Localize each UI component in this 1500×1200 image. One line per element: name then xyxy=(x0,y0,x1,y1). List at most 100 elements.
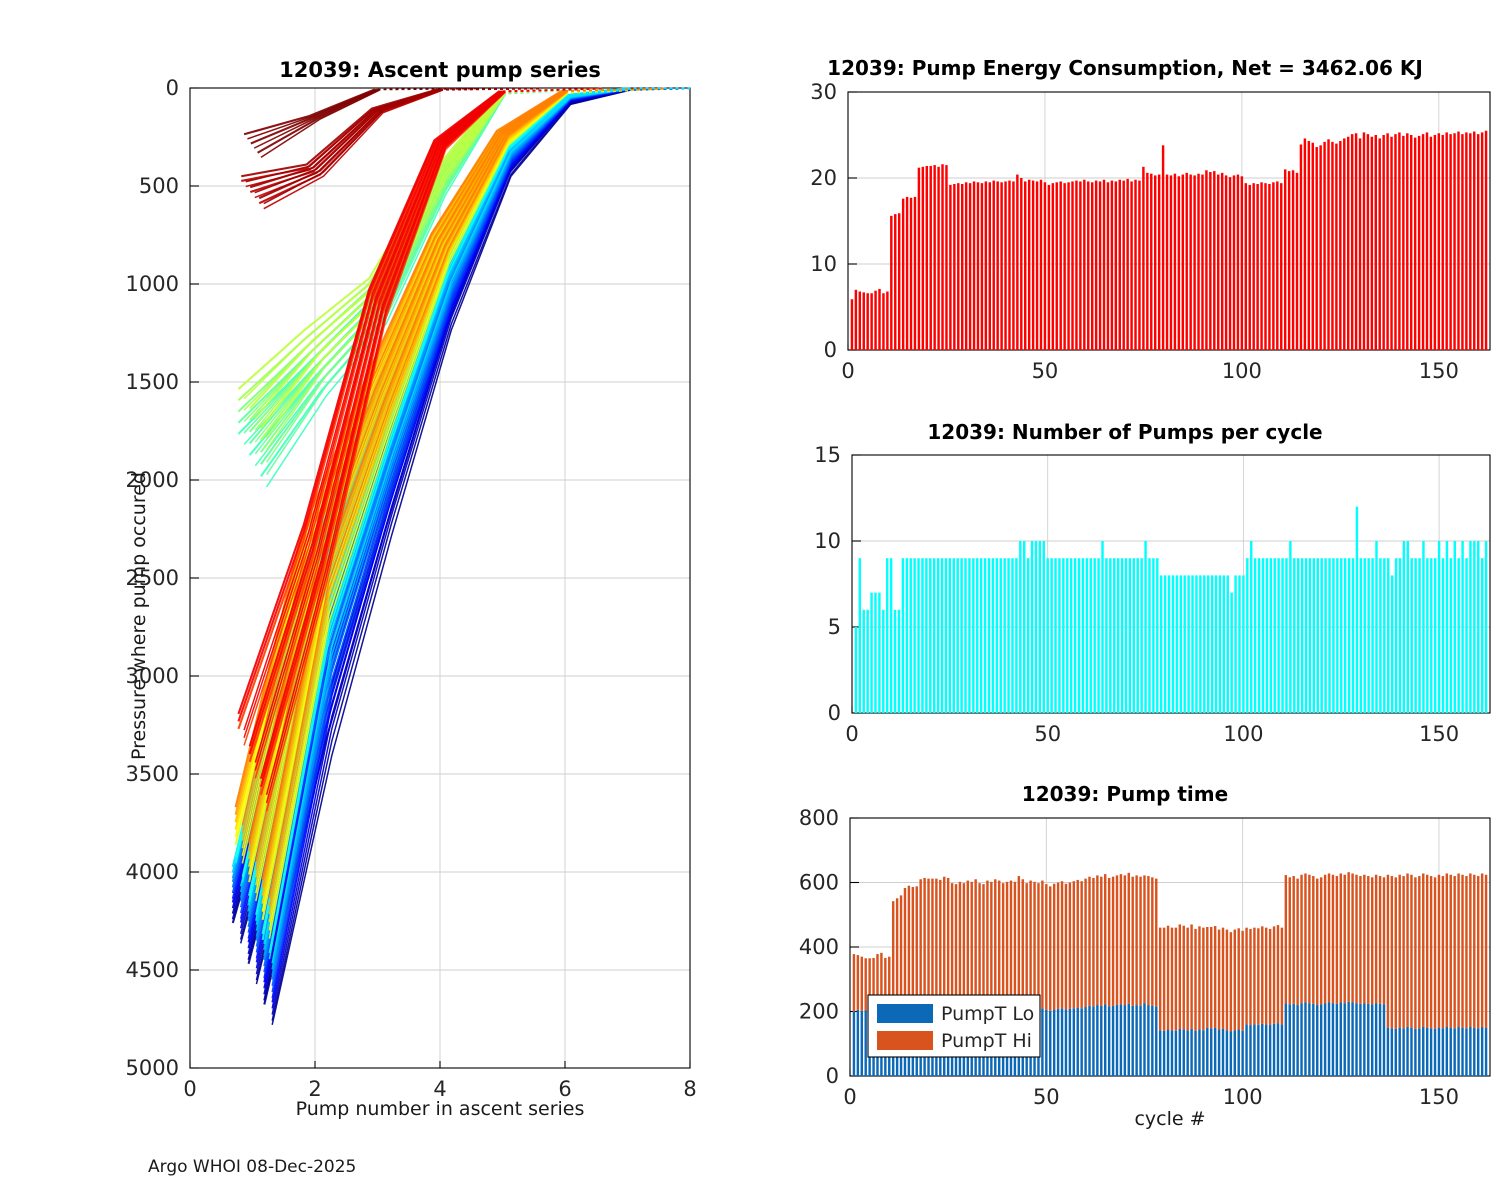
ascent-cycle-line xyxy=(254,90,504,763)
stacked-bar-segment xyxy=(1304,1002,1307,1076)
bar xyxy=(1153,175,1157,350)
stacked-bar-segment xyxy=(1045,1009,1048,1076)
ascent-cycle-line xyxy=(248,90,503,747)
bar xyxy=(976,182,980,350)
legend-swatch xyxy=(877,1004,933,1023)
stacked-bar-segment xyxy=(1166,1029,1170,1076)
pump-energy-consumption-bars xyxy=(850,130,1488,350)
ascent-cycle-line xyxy=(265,93,506,488)
stacked-bar-segment xyxy=(1437,874,1441,1028)
bar xyxy=(909,197,913,350)
stacked-bar-segment xyxy=(1300,874,1303,1004)
bar xyxy=(1047,184,1051,350)
bar xyxy=(1252,183,1255,350)
bar xyxy=(1134,179,1137,350)
stacked-bar-segment xyxy=(986,880,989,1009)
bar xyxy=(1293,558,1296,713)
x-tick-label: 0 xyxy=(843,1085,856,1109)
stacked-bar-segment xyxy=(856,955,860,1010)
bar xyxy=(1484,130,1488,350)
stacked-bar-segment xyxy=(1331,874,1335,1004)
bar xyxy=(1260,182,1263,350)
stacked-bar-segment xyxy=(1045,884,1048,1010)
bar xyxy=(925,165,928,350)
stacked-bar-segment xyxy=(1210,927,1213,1029)
stacked-bar-segment xyxy=(872,957,875,1012)
bar xyxy=(1425,132,1429,350)
bar xyxy=(1077,558,1081,713)
stacked-bar-segment xyxy=(1135,875,1138,1006)
bar xyxy=(897,609,901,713)
axes-frame xyxy=(189,87,691,1069)
bar xyxy=(1261,558,1265,713)
stacked-bar-segment xyxy=(1296,1005,1299,1076)
stacked-bar-segment xyxy=(1418,876,1421,1029)
bar xyxy=(1283,169,1287,350)
stacked-bar-segment xyxy=(1111,876,1115,1006)
bar xyxy=(1113,558,1116,713)
bar xyxy=(882,609,885,713)
x-tick-label: 100 xyxy=(1222,359,1262,383)
bar xyxy=(957,183,960,350)
stacked-bar-segment xyxy=(978,883,981,1010)
bar xyxy=(1457,558,1460,713)
bar xyxy=(992,180,995,350)
stacked-bar-segment xyxy=(1480,873,1484,1027)
bar xyxy=(909,558,912,713)
bar xyxy=(1433,558,1437,713)
bar xyxy=(1398,132,1401,350)
bar xyxy=(944,558,948,713)
bar xyxy=(1280,183,1283,350)
stacked-bar-segment xyxy=(860,956,863,1011)
bar xyxy=(1008,180,1011,350)
stacked-bar-segment xyxy=(1213,1027,1217,1076)
bar xyxy=(1050,558,1053,713)
bar xyxy=(870,293,873,350)
stacked-bar-segment xyxy=(1394,1028,1397,1076)
stacked-bar-segment xyxy=(1005,881,1009,1009)
y-tick-label: 400 xyxy=(799,935,839,959)
bar xyxy=(1433,135,1437,350)
stacked-bar-segment xyxy=(923,877,926,1007)
bar xyxy=(1366,134,1370,350)
stacked-bar-segment xyxy=(1374,874,1378,1004)
stacked-bar-segment xyxy=(1410,1027,1413,1076)
ascent-cycle-line xyxy=(271,87,631,964)
bar xyxy=(1441,135,1444,350)
bar xyxy=(1449,134,1452,350)
stacked-bar-segment xyxy=(1351,873,1354,1003)
bar xyxy=(1473,131,1476,350)
y-tick-label: 30 xyxy=(810,80,837,104)
bar xyxy=(1063,183,1066,350)
stacked-bar-segment xyxy=(1253,927,1256,1025)
bar xyxy=(1387,558,1390,713)
stacked-bar-segment xyxy=(880,952,883,1011)
stacked-bar-segment xyxy=(1312,1003,1315,1076)
bar xyxy=(1236,174,1240,350)
bar xyxy=(886,291,889,350)
stacked-bar-segment xyxy=(888,956,891,1011)
bar xyxy=(1161,145,1165,350)
stacked-bar-segment xyxy=(1174,927,1178,1031)
bar xyxy=(972,181,976,350)
bar xyxy=(991,558,995,713)
stacked-bar-segment xyxy=(927,878,930,1009)
bar xyxy=(1422,541,1425,713)
bar xyxy=(1291,170,1295,350)
stacked-bar-segment xyxy=(1202,927,1205,1031)
stacked-bar-segment xyxy=(1119,874,1123,1005)
bar xyxy=(1398,558,1402,713)
bar xyxy=(1358,138,1362,350)
bar xyxy=(925,558,928,713)
footer-credit: Argo WHOI 08-Dec-2025 xyxy=(148,1157,357,1177)
bar xyxy=(1046,558,1049,713)
stacked-bar-segment xyxy=(1123,1005,1127,1076)
bar xyxy=(1007,558,1010,713)
bar xyxy=(1062,558,1065,713)
bar xyxy=(960,184,964,350)
stacked-bar-segment xyxy=(1206,1027,1209,1076)
y-tick-label: 5000 xyxy=(126,1056,179,1080)
bar xyxy=(1114,181,1118,350)
bar xyxy=(1214,575,1218,713)
y-tick-label: 0 xyxy=(828,701,841,725)
